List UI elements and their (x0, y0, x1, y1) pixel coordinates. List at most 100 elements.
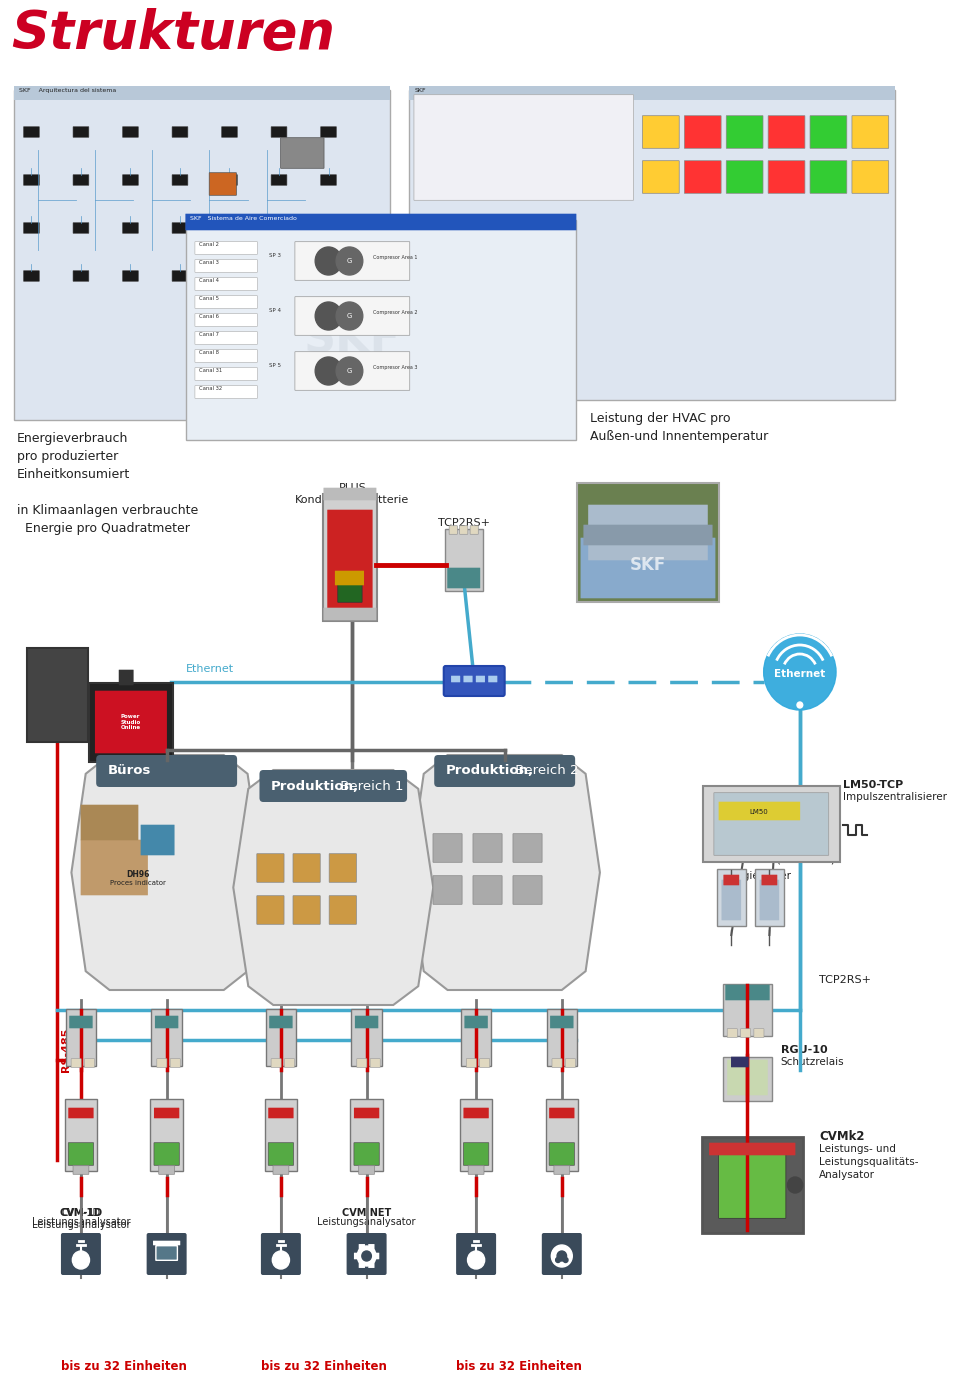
FancyBboxPatch shape (359, 1244, 365, 1251)
Text: Ethernet: Ethernet (774, 669, 826, 679)
FancyBboxPatch shape (410, 86, 895, 100)
FancyBboxPatch shape (350, 1099, 383, 1171)
FancyBboxPatch shape (321, 223, 336, 234)
Text: LM50: LM50 (750, 810, 768, 815)
Text: Canal 31: Canal 31 (199, 369, 223, 374)
FancyBboxPatch shape (147, 1232, 186, 1276)
FancyBboxPatch shape (154, 1107, 180, 1118)
Polygon shape (71, 755, 262, 990)
Circle shape (336, 357, 363, 385)
FancyBboxPatch shape (717, 869, 746, 926)
Text: CVMk2: CVMk2 (819, 1129, 864, 1143)
FancyBboxPatch shape (195, 331, 257, 345)
FancyBboxPatch shape (172, 223, 188, 234)
FancyBboxPatch shape (359, 1262, 365, 1269)
FancyBboxPatch shape (373, 1253, 379, 1259)
Text: Canal 8: Canal 8 (199, 351, 219, 356)
FancyBboxPatch shape (724, 875, 739, 885)
FancyBboxPatch shape (727, 161, 763, 193)
FancyBboxPatch shape (158, 1166, 175, 1174)
Circle shape (362, 1251, 372, 1262)
FancyBboxPatch shape (470, 526, 478, 534)
FancyBboxPatch shape (329, 854, 356, 882)
Circle shape (564, 1257, 568, 1263)
FancyBboxPatch shape (354, 1253, 360, 1259)
FancyBboxPatch shape (73, 127, 89, 138)
Text: Canal 5: Canal 5 (199, 296, 219, 302)
FancyBboxPatch shape (549, 1142, 574, 1166)
FancyBboxPatch shape (156, 1246, 178, 1260)
FancyBboxPatch shape (434, 755, 575, 787)
FancyBboxPatch shape (261, 1232, 300, 1276)
Text: SKF: SKF (303, 319, 401, 362)
FancyBboxPatch shape (433, 833, 462, 862)
FancyBboxPatch shape (410, 90, 895, 401)
FancyBboxPatch shape (271, 175, 287, 185)
FancyBboxPatch shape (172, 271, 188, 281)
FancyBboxPatch shape (64, 1099, 97, 1171)
FancyBboxPatch shape (14, 90, 391, 420)
FancyBboxPatch shape (195, 260, 257, 273)
FancyBboxPatch shape (123, 175, 138, 185)
FancyBboxPatch shape (473, 833, 502, 862)
FancyBboxPatch shape (369, 1244, 374, 1251)
FancyBboxPatch shape (73, 1166, 89, 1174)
Text: Compresor Area 3: Compresor Area 3 (373, 364, 418, 370)
FancyBboxPatch shape (714, 793, 828, 855)
FancyBboxPatch shape (195, 296, 257, 309)
Circle shape (797, 702, 803, 708)
FancyBboxPatch shape (172, 175, 188, 185)
FancyBboxPatch shape (756, 869, 783, 926)
FancyBboxPatch shape (550, 1015, 573, 1028)
FancyBboxPatch shape (268, 1107, 294, 1118)
FancyBboxPatch shape (588, 505, 708, 561)
FancyBboxPatch shape (726, 985, 770, 1000)
FancyBboxPatch shape (69, 1015, 93, 1028)
Text: Canal 32: Canal 32 (199, 387, 223, 391)
FancyBboxPatch shape (71, 1059, 82, 1067)
Text: 2x: 2x (719, 855, 736, 865)
FancyBboxPatch shape (369, 1262, 374, 1269)
FancyBboxPatch shape (271, 127, 287, 138)
FancyBboxPatch shape (473, 876, 502, 904)
Text: SKF: SKF (630, 556, 665, 574)
FancyBboxPatch shape (23, 175, 39, 185)
Text: Ethernet: Ethernet (185, 664, 233, 675)
FancyBboxPatch shape (414, 95, 634, 200)
Text: CVM NET: CVM NET (342, 1207, 392, 1219)
Text: Energiezähler: Energiezähler (719, 871, 791, 881)
FancyBboxPatch shape (354, 1107, 379, 1118)
Text: Impulszentralisierer: Impulszentralisierer (843, 791, 947, 803)
FancyBboxPatch shape (456, 1232, 496, 1276)
FancyBboxPatch shape (154, 1142, 180, 1166)
FancyBboxPatch shape (754, 1029, 764, 1038)
FancyBboxPatch shape (719, 1153, 786, 1219)
Circle shape (357, 1246, 376, 1266)
FancyBboxPatch shape (209, 172, 236, 195)
Circle shape (315, 357, 342, 385)
FancyBboxPatch shape (271, 223, 287, 234)
FancyBboxPatch shape (347, 1232, 387, 1276)
FancyBboxPatch shape (73, 223, 89, 234)
Text: Canal 4: Canal 4 (199, 278, 219, 284)
Text: Schutzrelais: Schutzrelais (780, 1057, 845, 1067)
Text: Energieverbrauch
pro produzierter
Einheitkonsumiert

in Klimaanlagen verbrauchte: Energieverbrauch pro produzierter Einhei… (17, 433, 199, 536)
FancyBboxPatch shape (153, 1241, 180, 1245)
FancyBboxPatch shape (467, 1059, 476, 1067)
FancyBboxPatch shape (464, 1142, 489, 1166)
Text: PLUS
Kondensatorbatterie: PLUS Kondensatorbatterie (295, 483, 410, 505)
FancyBboxPatch shape (321, 271, 336, 281)
Circle shape (273, 1251, 290, 1269)
Text: Zentralbüro: Zentralbüro (614, 483, 681, 492)
Circle shape (336, 248, 363, 275)
Text: (bis zu 50): (bis zu 50) (773, 855, 835, 865)
FancyBboxPatch shape (84, 1059, 94, 1067)
FancyBboxPatch shape (545, 1099, 578, 1171)
FancyBboxPatch shape (222, 127, 237, 138)
FancyBboxPatch shape (684, 115, 721, 149)
FancyBboxPatch shape (257, 896, 284, 924)
FancyBboxPatch shape (480, 1059, 490, 1067)
FancyBboxPatch shape (323, 494, 377, 620)
FancyBboxPatch shape (727, 115, 763, 149)
FancyBboxPatch shape (464, 1107, 489, 1118)
